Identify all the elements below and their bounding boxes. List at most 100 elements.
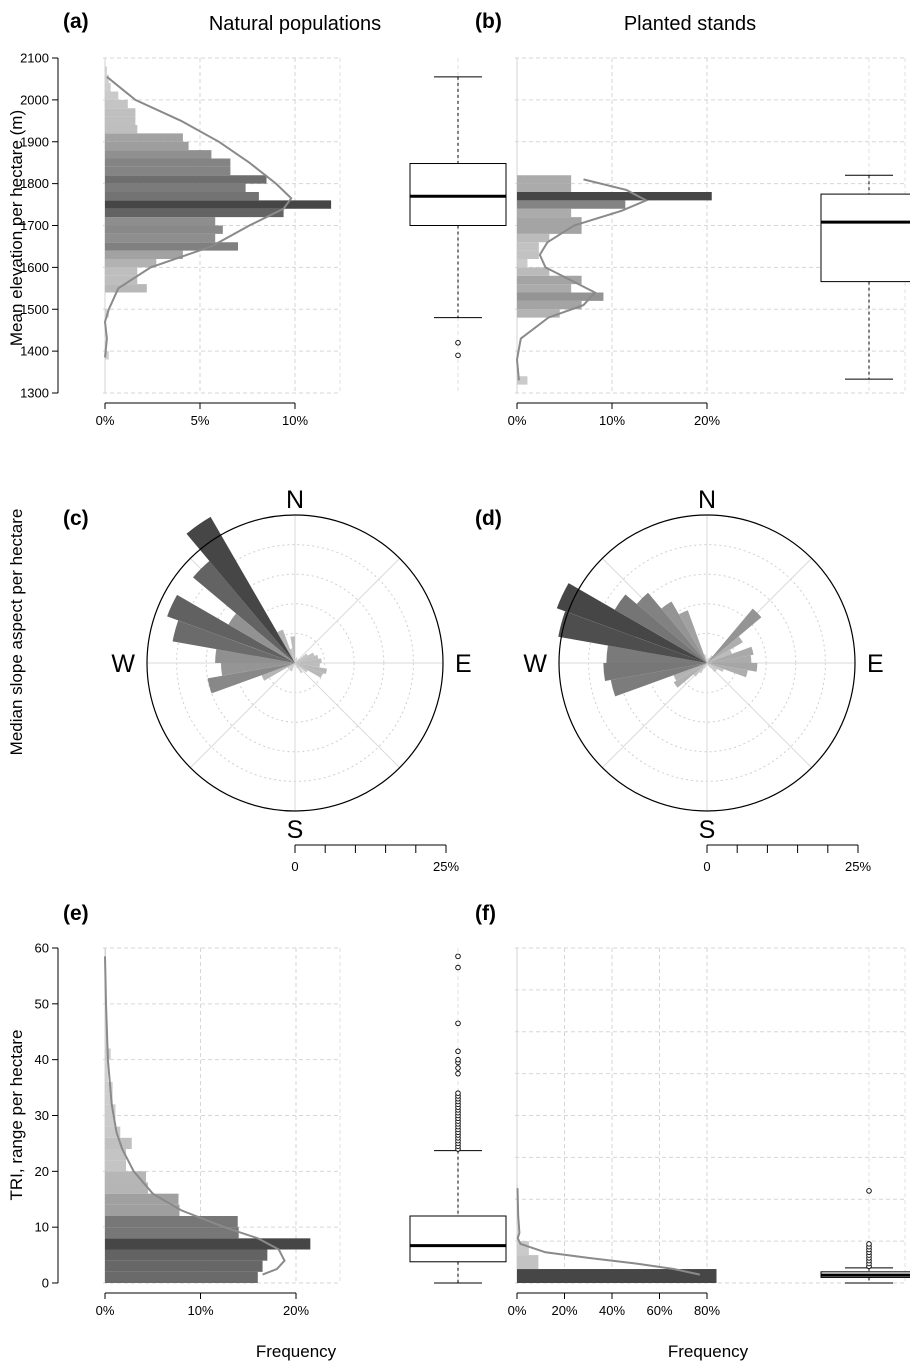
panel-label: (c) <box>63 507 89 530</box>
y-tick-label: 1400 <box>20 344 49 359</box>
x-tick-label: 40% <box>599 1303 625 1318</box>
xlabel-frequency-right: Frequency <box>668 1342 749 1361</box>
box-outlier-point <box>455 1048 461 1055</box>
histogram-bar <box>105 74 109 84</box>
histogram-bar <box>517 259 528 268</box>
rose-petal <box>558 611 707 663</box>
rose-scale-label-min: 0 <box>703 859 710 874</box>
histogram-bar <box>517 208 572 218</box>
histogram-bar <box>517 1241 529 1256</box>
y-tick-label: 30 <box>35 1108 49 1123</box>
rose-petal <box>603 663 707 681</box>
rose-petal <box>707 663 717 673</box>
column-title-planted: Planted stands <box>624 13 756 35</box>
panel-d-aspect-rose-planted: (d) N S E W 0 25% <box>475 486 884 874</box>
rose-petal <box>707 649 732 663</box>
rose-petal <box>693 663 707 677</box>
x-tick-label: 0% <box>508 1303 527 1318</box>
box-outlier-point <box>455 1056 461 1063</box>
histogram-bar <box>105 948 106 960</box>
rose-scale-label-max: 25% <box>845 859 871 874</box>
rose-outer-circle <box>146 514 444 812</box>
rose-petal <box>167 594 295 663</box>
rose-petal <box>186 516 295 663</box>
y-tick-label: 1300 <box>20 386 49 401</box>
histogram-bar <box>105 1216 238 1228</box>
rose-petal <box>636 592 707 663</box>
rose-petal <box>707 663 711 669</box>
column-title-natural: Natural populations <box>209 13 381 35</box>
density-curve <box>516 1188 701 1276</box>
histogram-bar <box>105 1182 148 1194</box>
box-outlier-point <box>866 1241 872 1247</box>
rose-petal <box>661 601 707 663</box>
histogram-bar <box>517 1269 717 1283</box>
x-tick-label: 80% <box>694 1303 720 1318</box>
histogram-bar <box>105 275 138 285</box>
histogram-bar <box>105 1171 147 1183</box>
histogram-bar <box>517 284 572 293</box>
rose-petal <box>707 663 709 666</box>
rose-petal <box>706 660 707 663</box>
y-tick-label: 40 <box>35 1052 49 1067</box>
box-iqr <box>409 163 507 226</box>
rose-petal <box>707 663 708 665</box>
rose-petal <box>707 646 754 663</box>
rose-petal <box>707 657 710 663</box>
histogram-bar <box>105 1126 121 1138</box>
rose-petal <box>707 636 743 663</box>
x-tick-label: 10% <box>282 413 308 428</box>
rose-petal <box>699 663 707 674</box>
rose-petal <box>295 658 298 663</box>
rose-petal <box>193 561 295 663</box>
histogram-bar <box>105 242 238 251</box>
histogram-bar <box>105 1149 127 1161</box>
rose-petal <box>678 610 707 663</box>
histogram-bar <box>517 292 604 301</box>
density-curve <box>103 76 293 358</box>
ylabel-elevation: Mean elevation per hectare (m) <box>7 110 26 346</box>
panel-label: (f) <box>475 902 496 925</box>
panel-f-tri-planted: (f) 0% 20% 40% 60% 80% <box>475 902 910 1318</box>
histogram-bar <box>105 108 136 117</box>
histogram-bar <box>517 225 582 234</box>
histogram-bar <box>105 125 138 134</box>
x-tick-label: 60% <box>646 1303 672 1318</box>
histogram-bar <box>105 158 231 167</box>
histogram-bar <box>105 1238 311 1250</box>
rose-petal <box>707 655 752 663</box>
histogram-bar <box>105 1104 116 1116</box>
rose-petal <box>261 663 295 681</box>
y-tick-label: 1700 <box>20 218 49 233</box>
rose-petal <box>295 663 308 673</box>
rose-petal <box>295 658 300 663</box>
y-tick-label: 1800 <box>20 176 49 191</box>
rose-petal <box>707 663 758 672</box>
rose-petal <box>614 594 707 663</box>
histogram-bar <box>517 309 560 318</box>
x-tick-label: 0% <box>96 413 115 428</box>
x-tick-label: 10% <box>599 413 625 428</box>
column-title-natural-text: Natural populations <box>209 13 381 35</box>
histogram-bar <box>105 1249 268 1261</box>
density-curve <box>104 956 286 1276</box>
panel-b-elevation-planted: (b) 0% 10% 20% <box>475 10 910 428</box>
panel-label: (e) <box>63 902 89 925</box>
histogram-bar <box>105 116 136 125</box>
box-iqr <box>409 1215 507 1263</box>
histogram-bar <box>105 1160 127 1172</box>
histogram-bar <box>105 141 189 151</box>
y-tick-label: 50 <box>35 996 49 1011</box>
rose-petal <box>207 663 295 694</box>
rose-petal <box>707 608 762 663</box>
box-outlier-point <box>866 1188 872 1194</box>
rose-petal <box>707 658 709 663</box>
compass-north: N <box>698 486 716 514</box>
rose-petal <box>215 649 295 663</box>
rose-petal <box>707 663 718 671</box>
histogram-bar <box>105 233 216 243</box>
histogram-bar <box>105 1137 132 1149</box>
histogram-bar <box>105 1059 108 1071</box>
x-tick-label: 10% <box>187 1303 213 1318</box>
